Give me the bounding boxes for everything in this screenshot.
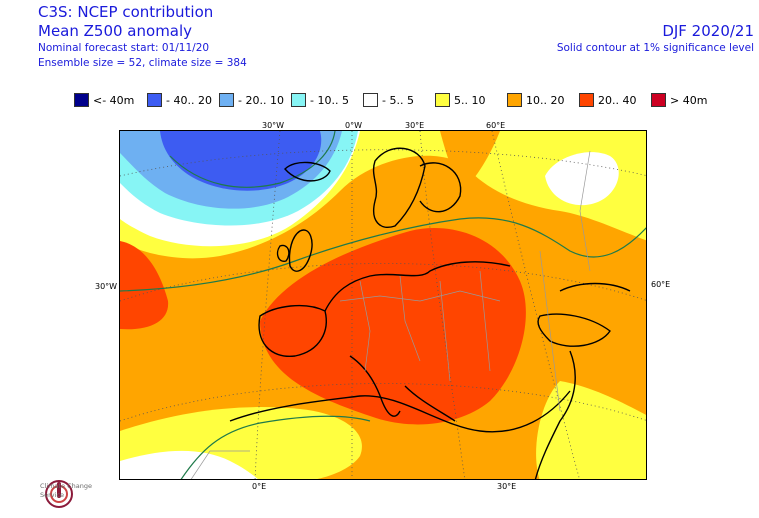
legend-item: 20.. 40 [579,92,636,108]
legend-swatch [147,93,162,107]
lon-label-bottom: 0°E [252,482,267,491]
legend-label: > 40m [670,93,708,107]
legend-label: - 40.. 20 [166,93,212,107]
map-canvas [120,131,646,479]
anomaly-field-20-40-west [120,241,169,330]
significance-note: Solid contour at 1% significance level [556,42,754,54]
legend-label: 20.. 40 [598,93,637,107]
legend-swatch [291,93,306,107]
graticule [120,131,646,479]
lon-label-top: 0°W [345,121,362,130]
copernicus-logo [45,480,73,508]
forecast-start: Nominal forecast start: 01/11/20 [38,42,210,54]
legend-swatch [74,93,89,107]
anomaly-field-neutral-ne [545,152,619,206]
lon-label-top: 30°E [405,121,425,130]
lon-label-top: 60°E [486,121,506,130]
ensemble-size: Ensemble size = 52, climate size = 384 [38,57,247,69]
anomaly-field-neutral-south [120,450,258,479]
anomaly-field-10-20-north [440,131,500,189]
legend-item: - 10.. 5 [291,92,349,108]
legend-label: <- 40m [93,93,135,107]
legend-label: - 10.. 5 [310,93,349,107]
legend-label: 5.. 10 [454,93,486,107]
significance-contours [120,131,646,479]
legend-item: 10.. 20 [507,92,564,108]
logo-text: Climate Change Service [40,482,92,499]
legend-item: > 40m [651,92,707,108]
title: C3S: NCEP contribution [38,3,214,21]
legend-item: <- 40m [74,92,134,108]
legend-swatch [651,93,666,107]
anomaly-field-minus40-20 [160,131,322,191]
subtitle: Mean Z500 anomaly [38,22,193,40]
legend-swatch [363,93,378,107]
lon-label-bottom: 30°E [497,482,517,491]
legend-label: - 5.. 5 [382,93,414,107]
legend-label: - 20.. 10 [238,93,284,107]
legend-swatch [579,93,594,107]
lon-label-left: 30°W [95,282,118,291]
lon-label-right: 60°E [651,280,671,289]
legend-item: - 40.. 20 [147,92,212,108]
coastlines [229,147,631,479]
legend-item: - 5.. 5 [363,92,414,108]
legend-item: 5.. 10 [435,92,486,108]
legend-swatch [219,93,234,107]
season-label: DJF 2020/21 [662,22,754,40]
lon-label-top: 30°W [262,121,285,130]
legend-swatch [507,93,522,107]
legend-label: 10.. 20 [526,93,565,107]
legend-swatch [435,93,450,107]
legend-item: - 20.. 10 [219,92,284,108]
anomaly-field-20-40 [260,228,526,425]
anomaly-field-5-10-se [536,381,646,479]
anomaly-map [119,130,647,480]
country-borders [190,150,591,479]
